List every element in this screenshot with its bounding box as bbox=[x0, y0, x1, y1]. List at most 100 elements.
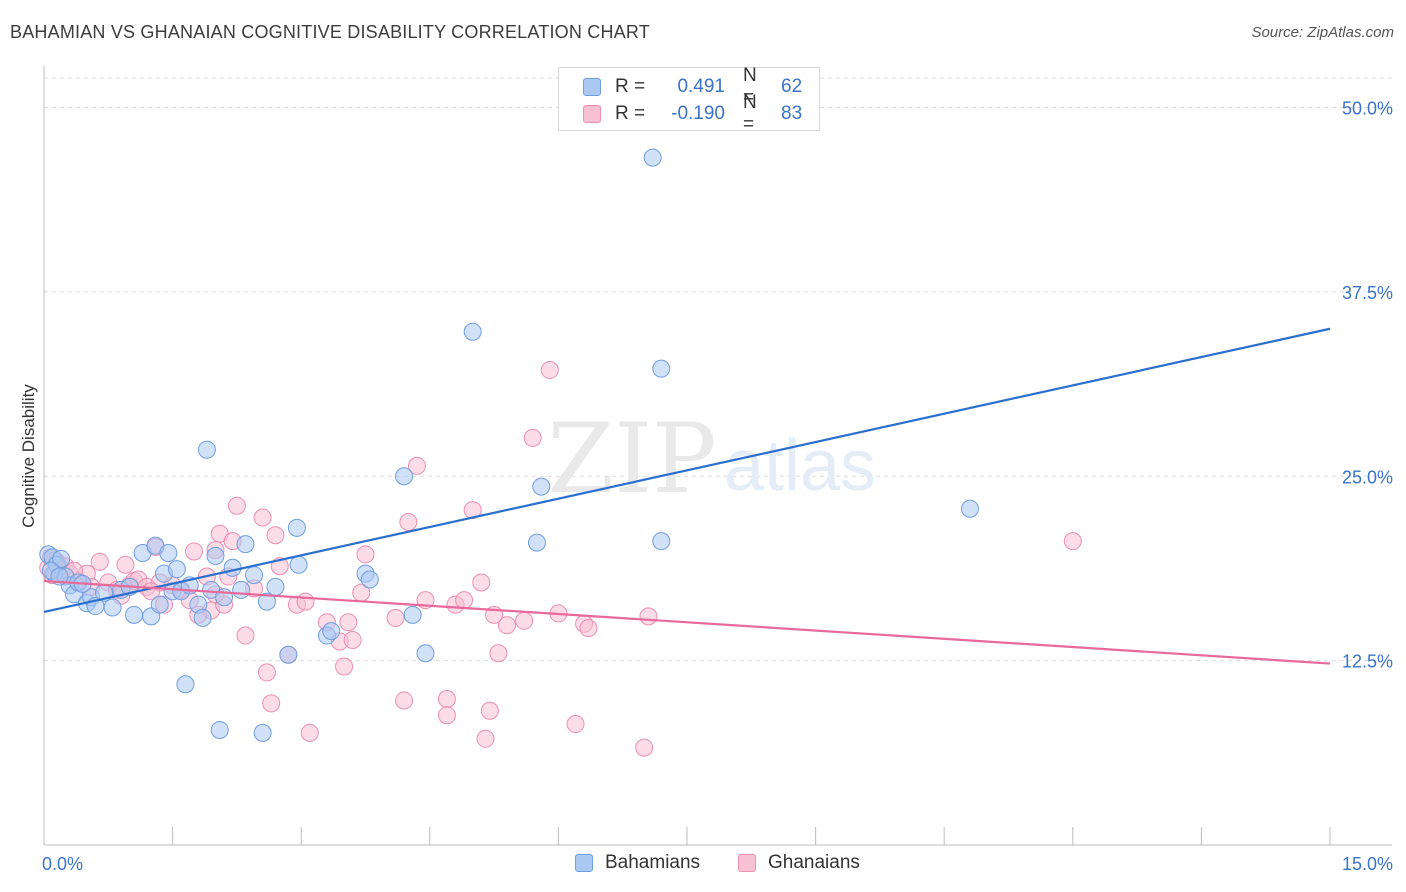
tick-labels: 12.5% 25.0% 37.5% 50.0% 0.0% 15.0% bbox=[42, 99, 1393, 875]
ghanaians-swatch bbox=[583, 105, 601, 123]
r-label: R = bbox=[615, 103, 646, 124]
data-point bbox=[395, 467, 414, 486]
watermark: ZIP atlas bbox=[547, 403, 876, 515]
y-tick-label: 25.0% bbox=[1342, 467, 1393, 487]
data-point bbox=[253, 508, 272, 527]
data-point bbox=[287, 518, 306, 537]
data-point bbox=[232, 580, 251, 599]
data-point bbox=[472, 573, 491, 592]
data-point bbox=[193, 608, 212, 627]
data-point bbox=[289, 555, 308, 574]
source-credit: Source: ZipAtlas.com bbox=[1251, 24, 1394, 41]
n-value: 62 bbox=[781, 76, 803, 97]
trend-line bbox=[43, 327, 1331, 614]
legend-item-bahamians[interactable]: Bahamians bbox=[575, 852, 700, 874]
legend-row-bahamians: R = 0.491 N = 62 bbox=[583, 65, 803, 108]
data-point bbox=[210, 720, 229, 739]
data-point bbox=[437, 689, 456, 708]
data-point bbox=[52, 549, 71, 568]
data-point bbox=[116, 555, 135, 574]
data-point bbox=[360, 570, 379, 589]
data-point bbox=[639, 607, 658, 626]
n-value: 83 bbox=[781, 103, 803, 124]
legend-label: Bahamians bbox=[605, 852, 701, 873]
x-tick-label: 0.0% bbox=[42, 854, 83, 874]
data-point bbox=[643, 148, 662, 167]
data-point bbox=[103, 598, 122, 617]
data-point bbox=[279, 645, 298, 664]
watermark-zip: ZIP bbox=[547, 403, 716, 515]
data-point bbox=[245, 566, 264, 585]
data-point bbox=[343, 630, 362, 649]
data-point bbox=[322, 622, 341, 641]
series-legend: Bahamians Ghanaians bbox=[0, 852, 1406, 878]
data-point bbox=[480, 701, 499, 720]
n-label: N = bbox=[743, 92, 757, 135]
data-point bbox=[253, 723, 272, 742]
trend-line bbox=[43, 579, 1331, 665]
data-point bbox=[527, 533, 546, 552]
data-point bbox=[236, 626, 255, 645]
ghanaians-swatch bbox=[738, 854, 756, 872]
y-axis-label: Cognitive Disability bbox=[19, 384, 38, 528]
data-point bbox=[416, 644, 435, 663]
data-point bbox=[386, 608, 405, 627]
data-point bbox=[635, 738, 654, 757]
data-point bbox=[399, 512, 418, 531]
data-point bbox=[227, 496, 246, 515]
data-point bbox=[403, 605, 422, 624]
x-tick-label: 15.0% bbox=[1342, 854, 1393, 874]
data-point bbox=[339, 613, 358, 632]
data-point bbox=[437, 706, 456, 725]
data-point bbox=[532, 477, 551, 496]
data-point bbox=[90, 552, 109, 571]
data-point bbox=[125, 605, 144, 624]
data-point bbox=[489, 644, 508, 663]
data-point bbox=[515, 611, 534, 630]
legend-item-ghanaians[interactable]: Ghanaians bbox=[738, 852, 860, 874]
data-point bbox=[652, 532, 671, 551]
data-point bbox=[257, 592, 276, 611]
data-point bbox=[960, 499, 979, 518]
data-point bbox=[296, 592, 315, 611]
data-point bbox=[1063, 532, 1082, 551]
y-tick-label: 12.5% bbox=[1342, 652, 1393, 672]
r-label: R = bbox=[615, 76, 646, 97]
data-point bbox=[497, 616, 516, 635]
legend-label: Ghanaians bbox=[768, 852, 860, 873]
data-point bbox=[197, 440, 216, 459]
r-value: -0.190 bbox=[671, 103, 725, 124]
bahamians-swatch bbox=[583, 78, 601, 96]
data-point bbox=[262, 694, 281, 713]
data-point bbox=[579, 619, 598, 638]
data-point bbox=[335, 657, 354, 676]
data-point bbox=[395, 691, 414, 710]
chart-title: BAHAMIAN VS GHANAIAN COGNITIVE DISABILIT… bbox=[10, 22, 650, 42]
data-point bbox=[167, 560, 186, 579]
data-point bbox=[523, 428, 542, 447]
data-point bbox=[455, 591, 474, 610]
data-point bbox=[540, 361, 559, 380]
data-point bbox=[476, 729, 495, 748]
data-point bbox=[266, 577, 285, 596]
data-point bbox=[356, 545, 375, 564]
correlation-legend: R = 0.491 N = 62 R = -0.190 N = 83 bbox=[558, 65, 820, 135]
data-point bbox=[407, 456, 426, 475]
data-point bbox=[463, 322, 482, 341]
data-point bbox=[150, 595, 169, 614]
data-point bbox=[300, 723, 319, 742]
y-tick-label: 37.5% bbox=[1342, 283, 1393, 303]
data-point bbox=[266, 526, 285, 545]
n-label: N = bbox=[743, 65, 757, 108]
data-point bbox=[206, 546, 225, 565]
axes bbox=[43, 66, 1392, 846]
watermark-atlas: atlas bbox=[724, 426, 876, 506]
bahamians-swatch bbox=[575, 854, 593, 872]
trend-lines bbox=[43, 327, 1331, 665]
data-point bbox=[185, 542, 204, 561]
data-point bbox=[176, 675, 195, 694]
y-tick-label: 50.0% bbox=[1342, 99, 1393, 119]
r-value: 0.491 bbox=[677, 76, 725, 97]
data-point bbox=[257, 663, 276, 682]
